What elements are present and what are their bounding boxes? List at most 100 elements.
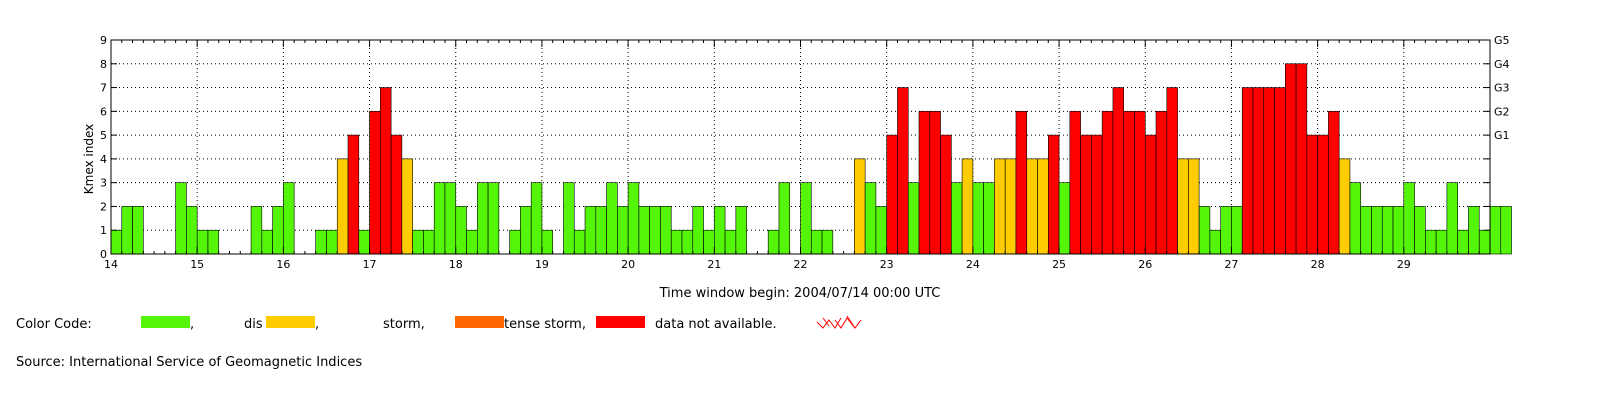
kmex-bar	[196, 229, 209, 255]
kmex-bar	[175, 182, 187, 255]
kmex-bar	[994, 158, 1006, 255]
kmex-bar	[1069, 111, 1081, 255]
kmex-bar	[1026, 158, 1038, 255]
kmex-bar	[606, 182, 618, 255]
kmex-bar	[186, 206, 198, 255]
legend-swatch-storm	[455, 316, 504, 328]
x-tick-label: 15	[190, 258, 204, 271]
kmex-bar	[1058, 182, 1071, 255]
kmex-bar	[541, 229, 554, 255]
kmex-bar	[433, 182, 446, 255]
kmex-bar	[854, 158, 866, 255]
kmex-bar	[261, 229, 273, 255]
kmex-bar	[1037, 158, 1049, 255]
legend-label-intense-storm: tense storm,	[504, 317, 586, 332]
kmex-bar	[692, 206, 704, 255]
kmex-bar	[875, 206, 887, 255]
x-tick-labels: 14 15 16 17 18 19 20 21 22 23 24 25 26 27 28 29	[104, 258, 1411, 271]
g-scale-label: G1	[1494, 129, 1510, 142]
kmex-bar	[283, 182, 295, 255]
y-tick-label: 9	[100, 34, 107, 47]
kmex-bar	[1371, 206, 1383, 255]
kmex-bar	[584, 206, 597, 255]
kmex-bar	[1274, 87, 1286, 255]
source-note: Source: International Service of Geomagn…	[16, 355, 362, 370]
kmex-bar	[1446, 182, 1458, 255]
kmex-bar	[1166, 87, 1178, 255]
kmex-bar	[703, 229, 715, 255]
g-scale-label: G4	[1494, 58, 1510, 71]
kmex-bar	[1047, 134, 1060, 255]
kmex-bar	[1500, 206, 1512, 255]
g-scale-label: G2	[1494, 105, 1510, 118]
kmex-bar	[1144, 134, 1157, 255]
kmex-bar	[627, 182, 640, 255]
axis-ticks	[110, 39, 1490, 255]
kmex-bar	[1177, 158, 1189, 255]
unavailable-marker-icon	[816, 315, 862, 329]
kmex-bar	[1101, 111, 1114, 255]
kmex-bar	[886, 134, 898, 255]
kmex-bar	[1381, 206, 1394, 255]
x-tick-label: 28	[1311, 258, 1325, 271]
kmex-bar	[250, 206, 263, 255]
kmex-bar	[1295, 63, 1308, 255]
kmex-bar	[1414, 206, 1426, 255]
x-tick-label: 21	[707, 258, 721, 271]
y-tick-label: 1	[100, 224, 107, 237]
kmex-bar	[595, 206, 607, 255]
kmex-bar	[800, 182, 812, 255]
kmex-bar	[681, 229, 694, 255]
g-scale-label: G3	[1494, 82, 1510, 95]
kmex-bar	[1478, 229, 1491, 255]
kmex-bar	[951, 182, 963, 255]
kmex-bar	[573, 229, 586, 255]
kmex-bar	[972, 182, 984, 255]
x-tick-label: 19	[535, 258, 549, 271]
kmex-bar	[714, 206, 726, 255]
kmex-bar	[520, 206, 532, 255]
kmex-bar	[1457, 229, 1469, 255]
kmex-bar	[660, 206, 672, 255]
y-axis-title: Kmex index	[82, 124, 96, 194]
kmex-bar	[907, 182, 920, 255]
kmex-bar	[983, 182, 995, 255]
legend-swatch-intense-storm	[596, 316, 645, 328]
kmex-bar	[1134, 111, 1146, 255]
kmex-bar	[509, 229, 521, 255]
kmex-bar	[132, 206, 144, 255]
kmex-bar	[1328, 111, 1340, 255]
kmex-bar	[1425, 229, 1437, 255]
kmex-bar	[821, 229, 834, 255]
kmex-bar	[1403, 182, 1415, 255]
kmex-bar	[444, 182, 457, 255]
kmex-bar	[1231, 206, 1243, 255]
kmex-bar	[110, 229, 123, 255]
kmex-bar	[1285, 63, 1297, 255]
legend-swatch-disturbed	[266, 316, 315, 328]
y-tick-label: 8	[100, 58, 107, 71]
kmex-bar	[918, 111, 931, 255]
x-tick-label: 20	[621, 258, 635, 271]
kmex-bar	[1015, 111, 1028, 255]
legend-title: Color Code:	[16, 317, 92, 332]
kmex-bar	[670, 229, 683, 255]
kmex-bar	[1198, 206, 1211, 255]
x-axis-title: Time window begin: 2004/07/14 00:00 UTC	[659, 286, 941, 301]
kmex-bar	[1252, 87, 1265, 255]
kmex-bar	[563, 182, 575, 255]
kmex-bar	[1338, 158, 1351, 255]
g-scale-label: G5	[1494, 34, 1510, 47]
y-tick-label: 5	[100, 129, 107, 142]
x-tick-label: 18	[449, 258, 463, 271]
kmex-bar	[929, 111, 941, 255]
kmex-bar	[767, 229, 780, 255]
kmex-bar	[1155, 111, 1168, 255]
kmex-bar	[940, 134, 952, 255]
y-tick-label: 6	[100, 105, 107, 118]
kmex-bar	[380, 87, 392, 255]
kmex-bar	[897, 87, 909, 255]
y-tick-label: 4	[100, 153, 107, 166]
x-tick-label: 17	[363, 258, 377, 271]
